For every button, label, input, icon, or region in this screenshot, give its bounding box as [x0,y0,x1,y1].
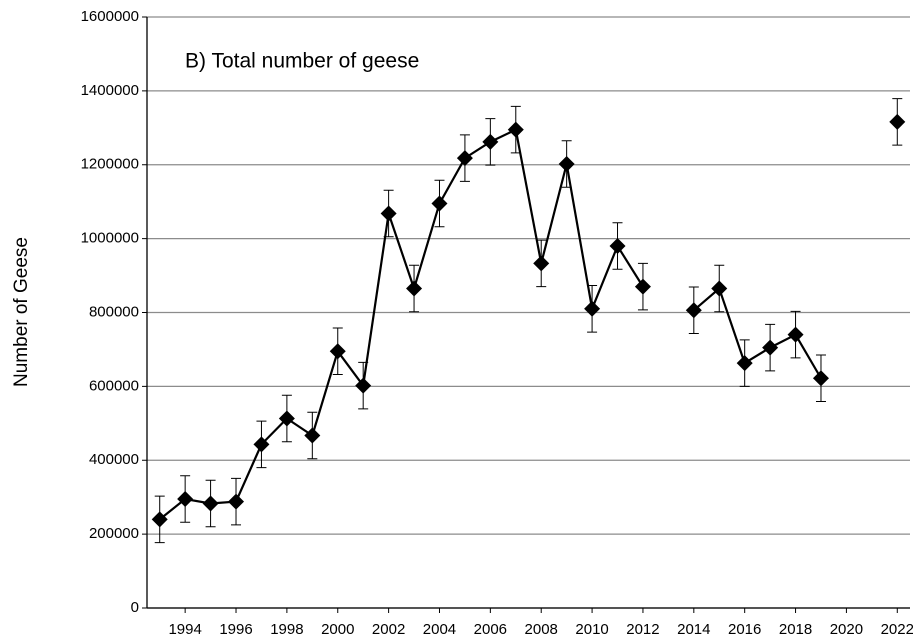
y-tick-label: 800000 [89,303,139,320]
x-tick-label: 2016 [728,621,761,638]
marker [151,511,168,528]
y-tick-label: 0 [131,599,139,616]
x-tick-label: 1996 [219,621,252,638]
x-tick-label: 2012 [626,621,659,638]
y-tick-label: 200000 [89,525,139,542]
marker [406,280,423,297]
marker [329,343,346,360]
y-tick-label: 1400000 [81,82,139,99]
chart-title: B) Total number of geese [185,50,419,73]
marker [228,493,245,510]
marker [355,377,372,394]
x-tick-label: 1998 [270,621,303,638]
marker [380,205,397,222]
marker [787,326,804,343]
marker [177,491,194,508]
x-tick-label: 2004 [423,621,456,638]
marker [278,410,295,427]
marker [736,355,753,372]
y-axis-label: Number of Geese [11,237,32,387]
marker [533,255,550,272]
x-tick-label: 2002 [372,621,405,638]
x-tick-label: 2020 [830,621,863,638]
marker [584,300,601,317]
marker [431,195,448,212]
y-tick-label: 600000 [89,377,139,394]
marker [558,156,575,173]
x-tick-label: 2008 [525,621,558,638]
marker [762,339,779,356]
y-tick-label: 1200000 [81,156,139,173]
marker [685,302,702,319]
y-tick-label: 400000 [89,451,139,468]
marker [253,436,270,453]
x-tick-label: 2000 [321,621,354,638]
marker [711,280,728,297]
marker [202,495,219,512]
x-tick-label: 2018 [779,621,812,638]
marker [482,133,499,150]
y-tick-label: 1000000 [81,230,139,247]
marker [609,238,626,255]
marker [304,427,321,444]
marker [812,370,829,387]
x-tick-label: 2022 [881,621,913,638]
marker [634,278,651,295]
x-tick-label: 2006 [474,621,507,638]
x-tick-label: 2010 [575,621,608,638]
marker [889,113,906,130]
marker [507,121,524,138]
x-tick-label: 1994 [168,621,201,638]
y-tick-label: 1600000 [81,8,139,25]
x-tick-label: 2014 [677,621,710,638]
marker [456,150,473,167]
